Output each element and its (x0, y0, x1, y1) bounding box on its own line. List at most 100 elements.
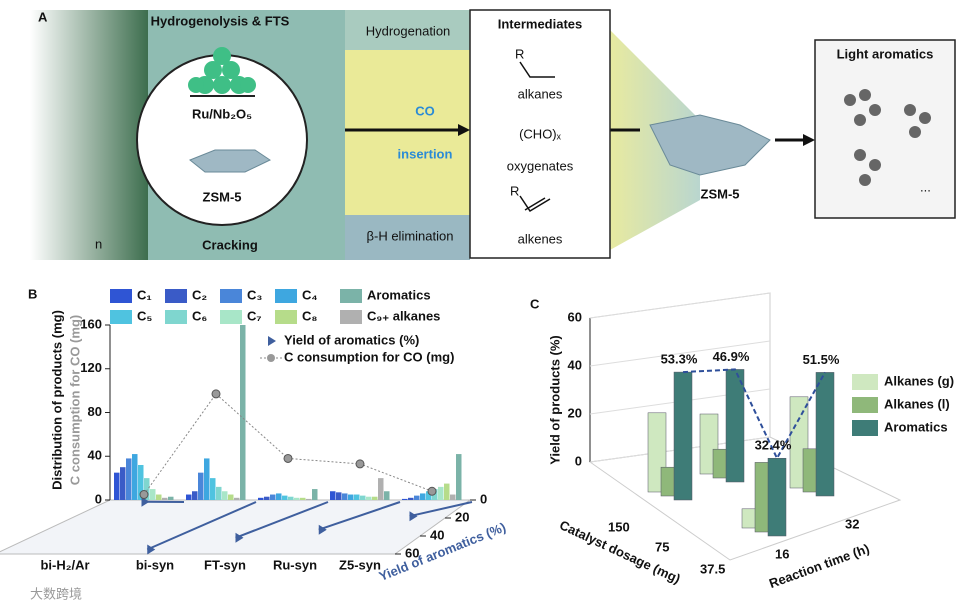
y-tick-label: 40 (88, 448, 102, 463)
yield-marker (318, 524, 327, 535)
box-title: Intermediates (498, 16, 583, 31)
bar (120, 467, 126, 500)
z-tick-label: 16 (775, 546, 789, 561)
label: insertion (398, 146, 453, 161)
legend-marker (267, 354, 275, 362)
watermark: 大数跨境 (30, 586, 82, 601)
funnel (610, 30, 700, 250)
legend-swatch (275, 310, 297, 324)
label: R (515, 46, 524, 61)
bar (168, 496, 174, 500)
label: (CHO)ₓ (519, 126, 562, 141)
legend-swatch (220, 310, 242, 324)
legend-label: C₈ (302, 308, 317, 323)
bar (402, 498, 408, 500)
legend-label: C₁ (137, 287, 152, 302)
bar (222, 491, 228, 500)
bar (150, 489, 156, 500)
yield-guide (146, 501, 257, 551)
y-tick-label: 60 (568, 309, 582, 324)
label: R (510, 183, 519, 198)
y-tick-label: 0 (575, 453, 582, 468)
y-tick-label: 160 (80, 316, 102, 331)
panel-label: C (530, 296, 540, 311)
x-tick-label: 37.5 (700, 561, 725, 576)
x-tick-label: 75 (655, 539, 669, 554)
x-tick-label: 150 (608, 519, 630, 534)
yield-guide (409, 501, 473, 518)
reactant-bg (30, 10, 148, 260)
panel-a: A Hydrogenolysis & FTS Ru/Nb₂O₅ ZSM-5 Cr… (30, 9, 956, 260)
bar (306, 498, 312, 500)
x-tick-label: FT-syn (204, 557, 246, 572)
bar (372, 496, 378, 500)
legend-label: C₆ (192, 308, 207, 323)
molecules (844, 89, 931, 186)
label: alkenes (518, 231, 563, 246)
grid-line (589, 340, 771, 367)
y-tick-label: 120 (80, 360, 102, 375)
bar (294, 497, 300, 500)
yield-guide (318, 501, 401, 531)
z-tick-label: 32 (845, 516, 859, 531)
bar (192, 491, 198, 500)
value-label: 53.3% (661, 352, 698, 367)
z-tick-label: 20 (455, 509, 469, 524)
bar (767, 457, 787, 537)
box-title: Light aromatics (837, 46, 934, 61)
label: β-H elimination (367, 228, 454, 243)
bar (216, 486, 222, 500)
legend-label: C consumption for CO (mg) (284, 349, 454, 364)
legend-swatch (852, 374, 878, 390)
bar (450, 494, 456, 500)
label: Hydrogenation (366, 23, 451, 38)
label: n (95, 236, 102, 251)
bar (198, 472, 204, 500)
x-tick-label: Z5-syn (339, 557, 381, 572)
bar (210, 478, 216, 500)
legend-marker (268, 336, 276, 346)
bar (420, 493, 426, 500)
bar (186, 494, 192, 500)
legend-swatch (110, 310, 132, 324)
bar (114, 472, 120, 500)
x-tick-label: bi-H₂/Ar (40, 557, 89, 572)
bar (258, 497, 264, 500)
x-tick-label: Ru-syn (273, 557, 317, 572)
bar (354, 494, 360, 500)
bar (312, 489, 318, 500)
ru-particles (188, 47, 256, 94)
y-tick-label: 20 (568, 405, 582, 420)
legend-swatch (165, 289, 187, 303)
panel-label: A (38, 9, 48, 24)
bar (444, 483, 450, 500)
bar (126, 458, 132, 500)
bar (414, 495, 420, 500)
zsm-icon (189, 149, 272, 173)
bar (300, 497, 306, 500)
legend-swatch (852, 420, 878, 436)
legend-label: C₇ (247, 308, 262, 323)
legend-swatch (110, 289, 132, 303)
legend-label: Aromatics (367, 287, 431, 302)
arrow-head (803, 134, 815, 146)
legend-label: Alkanes (g) (884, 373, 954, 388)
bar (673, 371, 693, 501)
bar (408, 497, 414, 500)
legend-swatch (852, 397, 878, 413)
consumption-point (139, 490, 149, 500)
consumption-point (355, 459, 365, 469)
x-tick-label: bi-syn (136, 557, 174, 572)
legend-label: Aromatics (884, 419, 948, 434)
bar (456, 454, 462, 500)
yield-marker (235, 532, 244, 543)
bar (378, 478, 384, 500)
value-label: 32.4% (755, 438, 792, 453)
bar (360, 495, 366, 500)
label: alkanes (518, 86, 563, 101)
aromatics-link (682, 368, 826, 461)
consumption-line (143, 393, 433, 495)
bar (162, 497, 168, 500)
panel-label: B (28, 286, 37, 301)
legend-label: C₄ (302, 287, 318, 302)
